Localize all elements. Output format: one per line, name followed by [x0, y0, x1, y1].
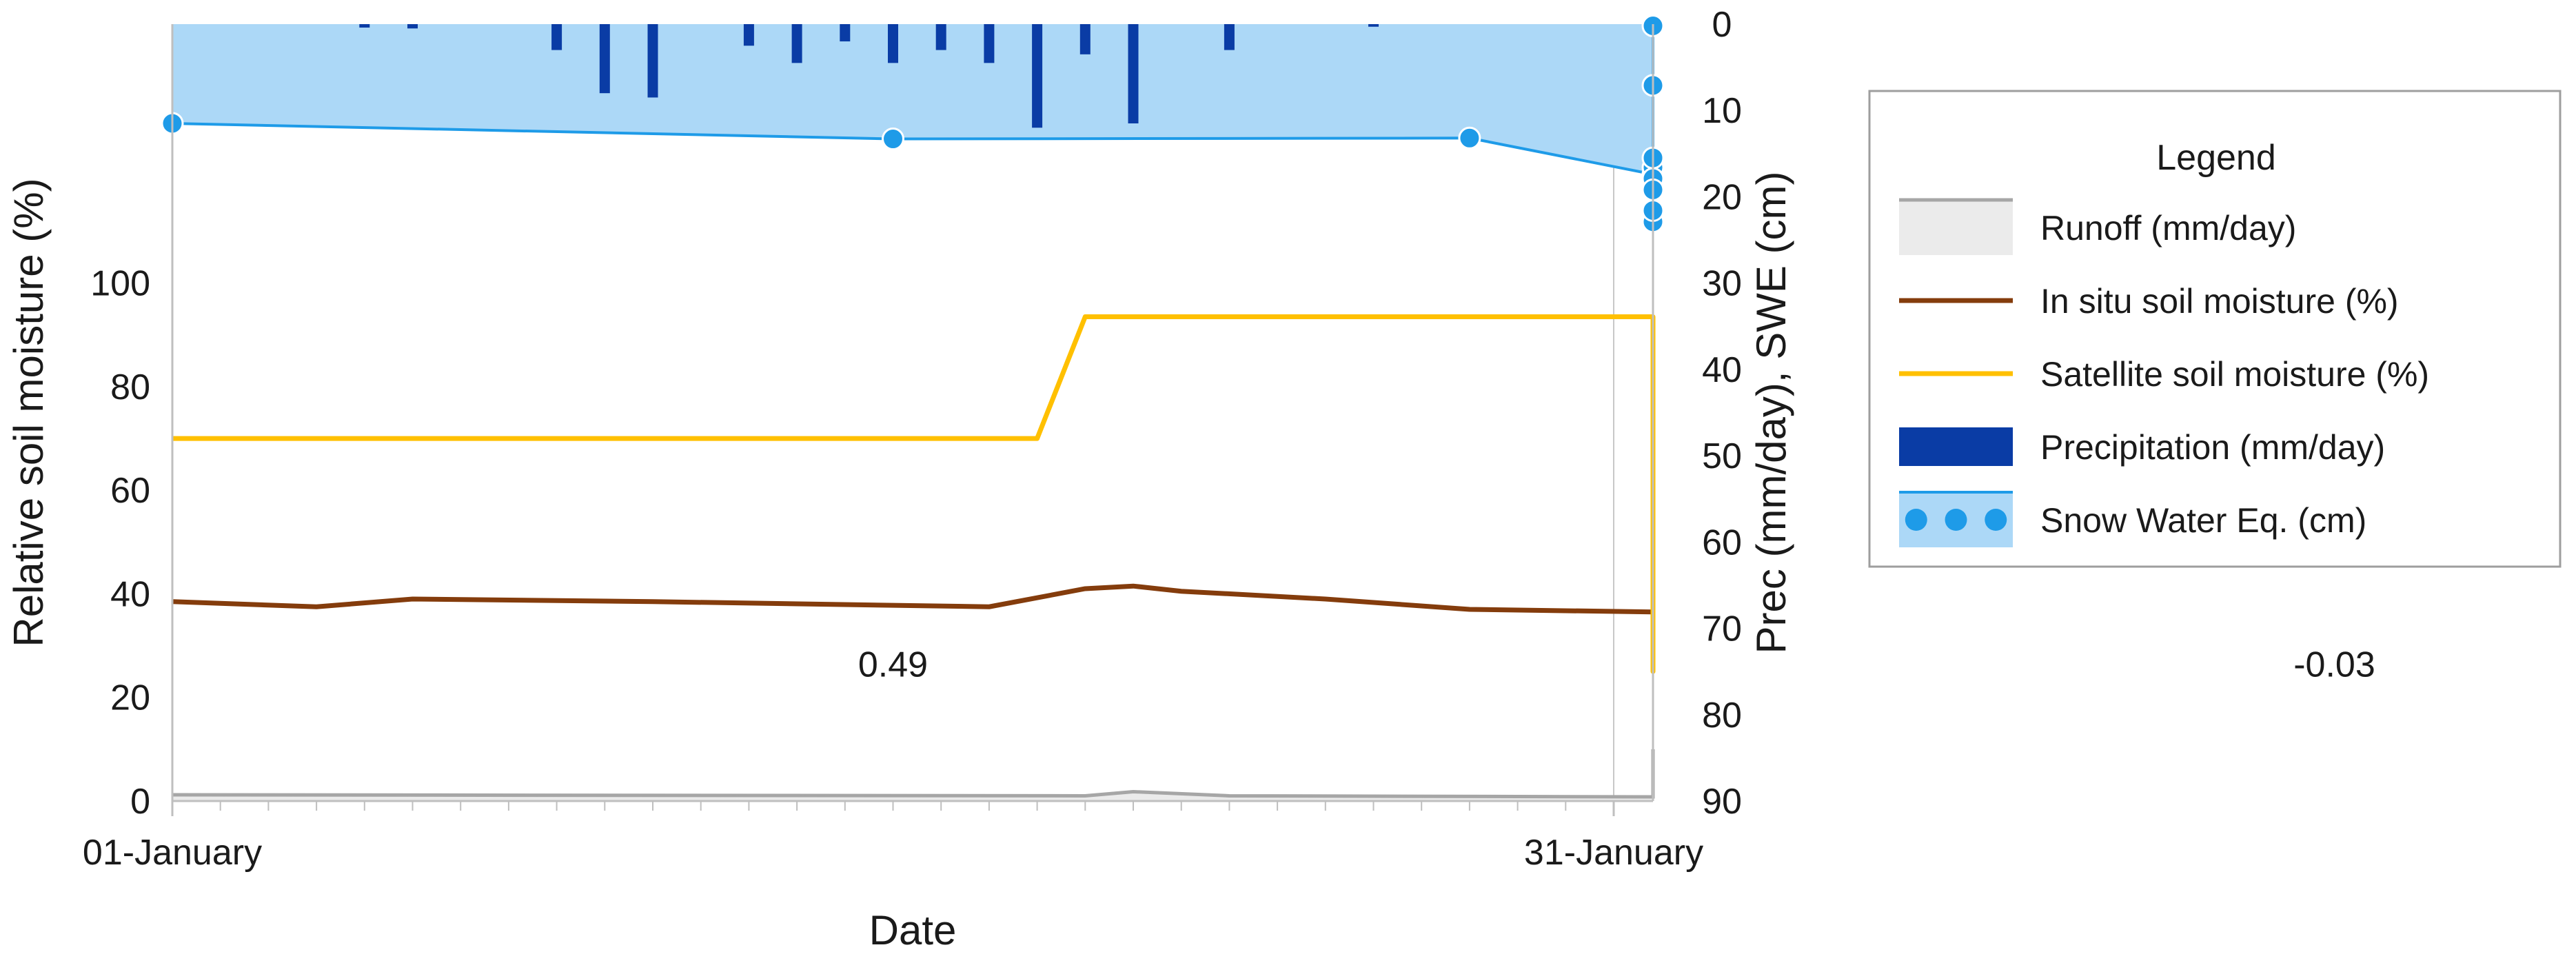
legend-item: Runoff (mm/day): [1899, 198, 2296, 255]
precipitation-bar: [888, 24, 898, 63]
precipitation-bar: [1224, 24, 1235, 50]
precipitation-bar: [935, 24, 946, 50]
swe-marker: [882, 128, 904, 151]
precipitation-bar: [840, 24, 851, 42]
precipitation-bar: [984, 24, 995, 63]
right-y-tick-label: 0: [1712, 5, 1732, 45]
legend-label: Satellite soil moisture (%): [2040, 355, 2429, 394]
right-y-axis-title: Prec (mm/day), SWE (cm): [1748, 172, 1794, 654]
correlation-label: -0.03: [2293, 645, 2375, 685]
left-y-tick-label: 40: [110, 574, 150, 614]
legend-label: Precipitation (mm/day): [2040, 428, 2385, 467]
precipitation-bar: [647, 24, 658, 98]
precipitation-bar: [359, 24, 370, 28]
x-axis-title: Date: [869, 907, 957, 953]
precipitation-bar: [1032, 24, 1043, 128]
legend: Legend Runoff (mm/day) In situ soil moist…: [1868, 90, 2562, 568]
runoff-line: [172, 749, 1655, 799]
legend-box: [1868, 90, 2562, 568]
legend-title: Legend: [2156, 138, 2276, 178]
left-y-tick-label: 60: [110, 471, 150, 511]
right-y-tick-label: 70: [1702, 609, 1742, 649]
right-y-tick-label: 30: [1702, 264, 1742, 304]
left-y-tick-label: 100: [90, 264, 150, 304]
precipitation-bar: [1128, 24, 1139, 124]
right-y-tick-label: 80: [1702, 696, 1742, 736]
insitu-soil-moisture-line: [172, 552, 1656, 630]
left-y-tick-label: 20: [110, 678, 150, 718]
runoff-area: [172, 749, 1653, 801]
precipitation-bar: [599, 24, 610, 94]
left-y-tick-label: 0: [130, 782, 150, 822]
precipitation-bar: [551, 24, 562, 50]
legend-items: Runoff (mm/day) In situ soil moisture (%)…: [1899, 198, 2429, 547]
right-y-tick-label: 90: [1702, 782, 1742, 822]
legend-item: Snow Water Eq. (cm): [1899, 491, 2366, 547]
legend-label: Runoff (mm/day): [2040, 209, 2296, 247]
right-y-tick-label: 60: [1702, 523, 1742, 562]
swe-area: [172, 24, 1653, 222]
swe-marker: [1458, 126, 1481, 150]
precipitation-bar: [791, 24, 802, 63]
left-y-axis-title: Relative soil moisture (%): [6, 178, 52, 647]
legend-swatch-precipitation: [1899, 427, 2013, 466]
correlation-label: 0.49: [858, 645, 928, 685]
legend-item: Satellite soil moisture (%): [1899, 355, 2429, 394]
axes: 01-January31-January02-March01-April01-M…: [83, 5, 1742, 873]
x-tick-label: 31-January: [1524, 833, 1703, 873]
right-y-tick-label: 20: [1702, 177, 1742, 217]
legend-item: In situ soil moisture (%): [1899, 282, 2399, 321]
runoff-series: [172, 749, 1655, 801]
legend-swatch-swe-marker: [1985, 509, 2007, 531]
legend-label: In situ soil moisture (%): [2040, 282, 2399, 321]
correlation-annotations: 0.49-0.03-0.450.31: [858, 645, 2375, 685]
precipitation-series: [359, 24, 1379, 128]
swe-area-series: [172, 24, 1653, 222]
precipitation-bar: [407, 24, 418, 29]
precipitation-bar: [1079, 24, 1091, 54]
legend-item: Precipitation (mm/day): [1899, 427, 2385, 467]
x-tick-label: 01-January: [83, 833, 262, 873]
precipitation-bar: [743, 24, 754, 46]
left-y-tick-label: 80: [110, 367, 150, 407]
right-y-tick-label: 10: [1702, 91, 1742, 131]
legend-swatch-swe-marker: [1905, 509, 1927, 531]
legend-label: Snow Water Eq. (cm): [2040, 501, 2366, 540]
legend-swatch-swe-marker: [1945, 509, 1967, 531]
right-y-tick-label: 40: [1702, 350, 1742, 390]
satellite-soil-moisture-series: [172, 314, 1656, 674]
right-y-tick-label: 50: [1702, 436, 1742, 476]
satellite-soil-moisture-line: [172, 314, 1656, 674]
insitu-soil-moisture-series: [172, 552, 1656, 630]
precipitation-bar: [1368, 24, 1379, 27]
legend-swatch-runoff: [1899, 200, 2013, 255]
